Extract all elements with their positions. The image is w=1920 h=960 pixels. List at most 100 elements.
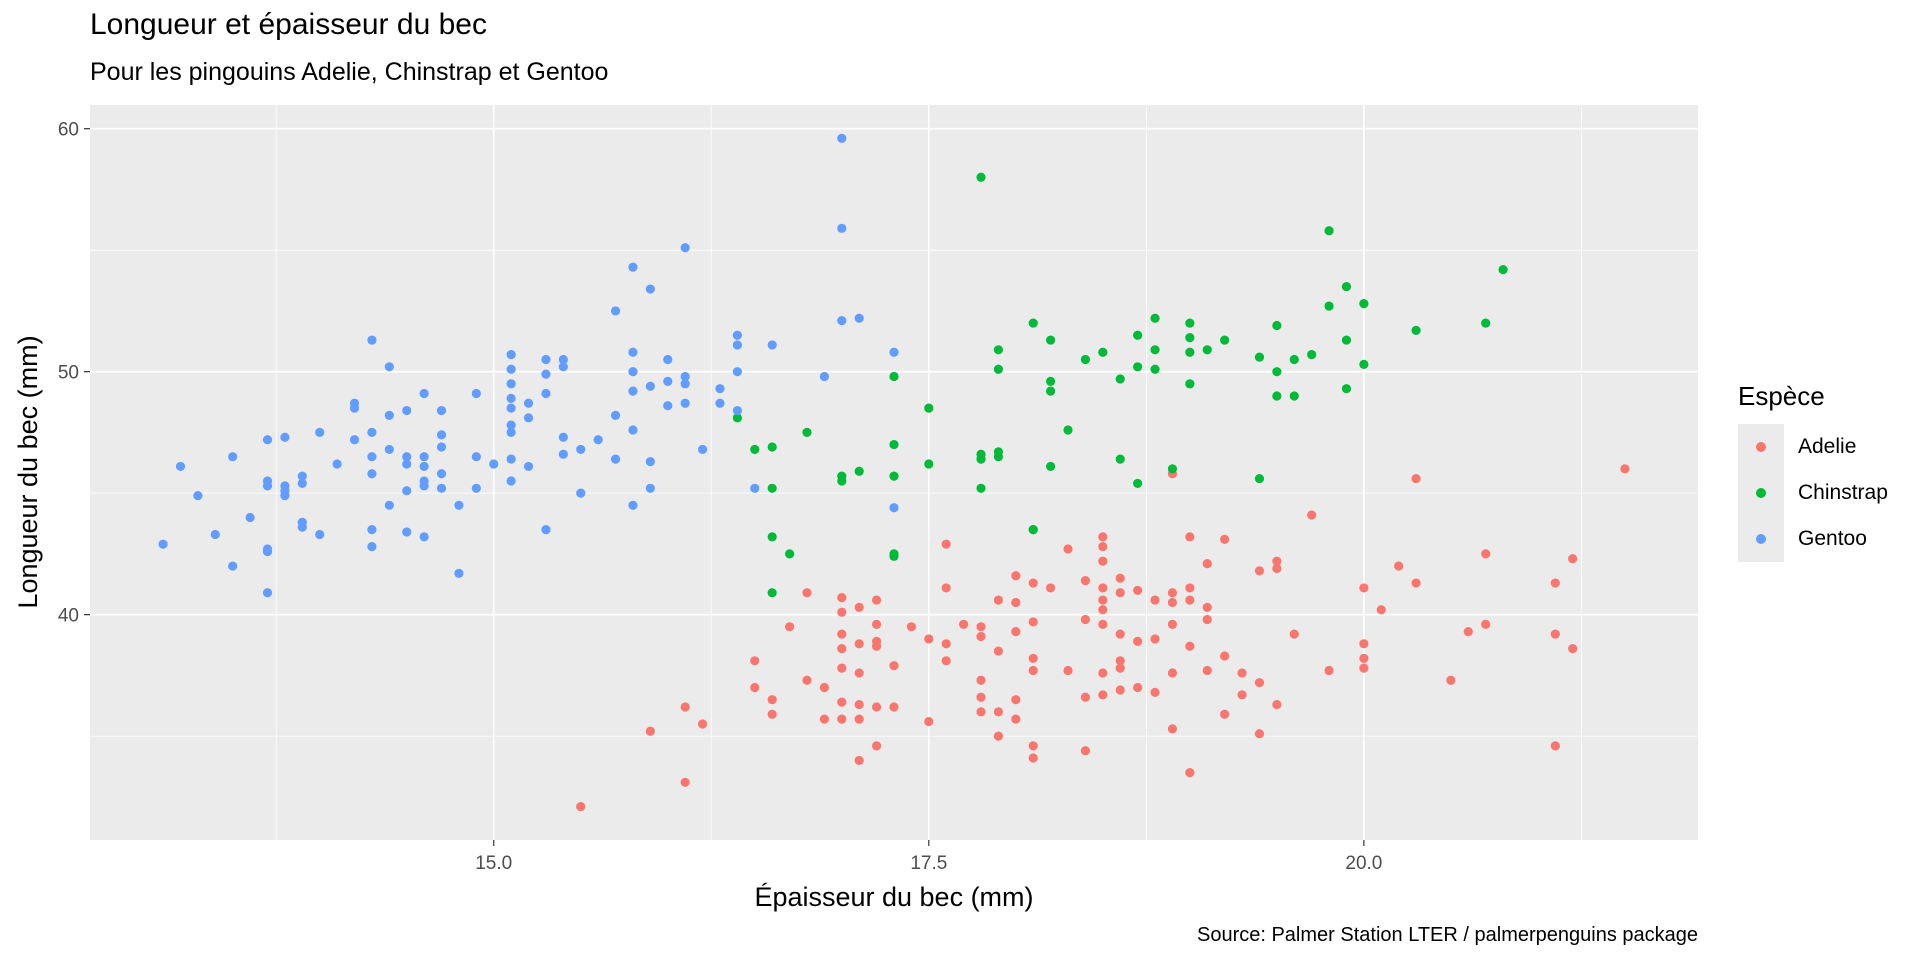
data-points — [158, 133, 1630, 812]
data-point — [871, 741, 882, 751]
data-point — [732, 405, 742, 416]
data-point — [889, 347, 899, 357]
data-point — [1046, 583, 1056, 593]
data-point — [1254, 678, 1265, 688]
data-point — [871, 619, 882, 629]
data-point — [1568, 644, 1578, 654]
data-point — [1254, 566, 1265, 576]
data-point — [1063, 665, 1073, 676]
y-tick-label: 60 — [58, 120, 79, 141]
data-point — [1028, 741, 1038, 751]
data-point — [628, 262, 638, 272]
data-point — [1202, 345, 1212, 355]
data-point — [245, 512, 255, 523]
data-point — [1028, 578, 1038, 588]
data-point — [1167, 724, 1178, 734]
data-point — [993, 452, 1004, 462]
data-point — [628, 347, 638, 357]
x-tick-label: 15.0 — [475, 853, 512, 874]
data-point — [367, 542, 377, 552]
data-point — [1185, 347, 1195, 357]
data-point — [1011, 627, 1021, 637]
data-point — [750, 444, 760, 455]
data-point — [802, 675, 812, 685]
data-point — [1446, 675, 1456, 685]
data-point — [1080, 354, 1091, 365]
data-point — [454, 568, 464, 578]
data-point — [837, 593, 847, 603]
data-point — [1063, 544, 1073, 554]
data-point — [767, 340, 777, 350]
chart-subtitle: Pour les pingouins Adelie, Chinstrap et … — [90, 58, 609, 86]
data-point — [1028, 665, 1038, 676]
data-point — [1098, 532, 1108, 542]
data-point — [854, 668, 864, 678]
data-point — [767, 588, 777, 598]
data-point — [262, 588, 273, 598]
data-point — [1167, 588, 1178, 598]
data-point — [506, 420, 516, 430]
data-point — [750, 682, 760, 693]
data-point — [1098, 583, 1108, 593]
data-point — [1254, 473, 1265, 484]
data-point — [402, 486, 412, 496]
data-point — [384, 500, 394, 510]
legend-title: Espèce — [1738, 381, 1825, 411]
data-point — [1237, 690, 1247, 700]
data-point — [663, 401, 673, 411]
data-point — [1028, 753, 1038, 763]
data-point — [262, 481, 273, 491]
data-point — [680, 702, 690, 712]
data-point — [1080, 746, 1091, 756]
legend-item-gentoo: Gentoo — [1738, 516, 1888, 562]
data-point — [1098, 347, 1108, 357]
data-point — [436, 469, 447, 479]
data-point — [349, 403, 360, 413]
data-point — [732, 367, 742, 377]
data-point — [715, 398, 725, 408]
data-point — [837, 644, 847, 654]
data-point — [819, 682, 829, 693]
data-point — [210, 529, 220, 540]
data-point — [1620, 464, 1630, 474]
y-tick-label: 50 — [58, 363, 79, 384]
data-point — [941, 639, 951, 649]
data-point — [436, 442, 447, 452]
legend-key-adelie — [1738, 424, 1784, 470]
data-point — [889, 439, 899, 450]
data-point — [315, 529, 325, 540]
data-point — [1411, 325, 1421, 335]
data-point — [1098, 605, 1108, 615]
data-point — [924, 459, 934, 469]
data-point — [506, 379, 516, 389]
data-point — [645, 456, 655, 467]
data-point — [1150, 345, 1160, 355]
data-point — [1011, 695, 1021, 705]
data-point — [1185, 318, 1195, 328]
data-point — [993, 595, 1004, 605]
data-point — [541, 388, 551, 399]
data-point — [1359, 653, 1369, 663]
chart-caption: Source: Palmer Station LTER / palmerpeng… — [1196, 924, 1698, 946]
data-point — [1185, 595, 1195, 605]
data-point — [1046, 386, 1056, 396]
data-point — [506, 403, 516, 413]
data-point — [523, 461, 534, 472]
data-point — [819, 371, 829, 382]
data-point — [1011, 597, 1021, 608]
data-point — [750, 656, 760, 666]
data-point — [1481, 318, 1491, 328]
data-point — [732, 413, 742, 423]
data-point — [1098, 556, 1108, 566]
data-point — [1150, 634, 1160, 644]
data-point — [837, 607, 847, 617]
data-point — [349, 435, 360, 445]
data-point — [1098, 595, 1108, 605]
data-point — [1550, 578, 1560, 588]
series-chinstrap — [732, 172, 1508, 598]
data-point — [941, 656, 951, 666]
data-point — [523, 398, 534, 408]
data-point — [889, 371, 899, 382]
data-point — [1498, 265, 1508, 275]
data-point — [1028, 617, 1038, 627]
